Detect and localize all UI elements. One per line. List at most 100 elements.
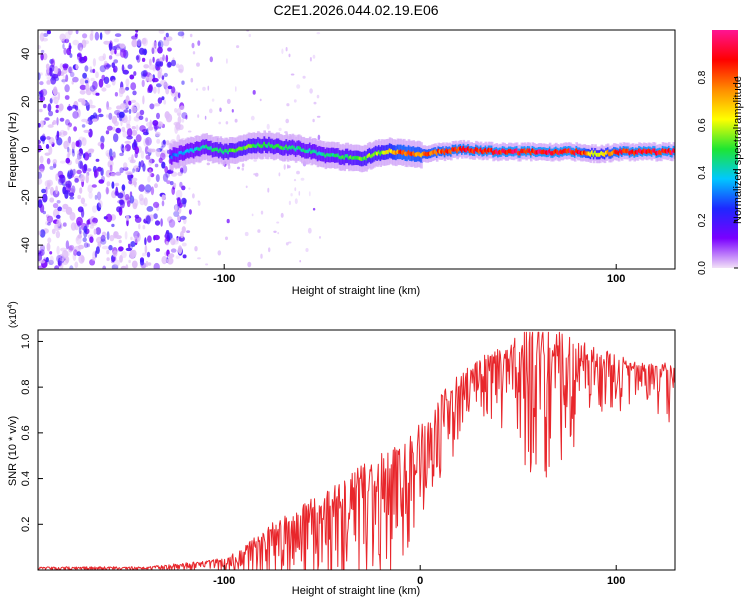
noise-speckle — [181, 242, 187, 247]
noise-speckle — [42, 137, 45, 145]
noise-speckle — [106, 125, 113, 131]
noise-speckle — [112, 151, 116, 158]
noise-speckle — [144, 184, 152, 193]
noise-speckle — [225, 121, 229, 125]
y-tick-label: 0 — [20, 146, 32, 152]
noise-speckle — [127, 64, 133, 70]
noise-speckle — [56, 254, 63, 263]
noise-speckle — [241, 163, 245, 168]
noise-speckle — [145, 136, 152, 146]
figure-title: C2E1.2026.044.02.19.E06 — [273, 2, 438, 18]
noise-speckle — [107, 161, 111, 168]
noise-speckle — [316, 31, 321, 35]
noise-speckle — [126, 218, 129, 227]
noise-speckle — [152, 56, 155, 63]
noise-speckle — [171, 86, 176, 94]
noise-speckle — [124, 193, 130, 201]
noise-speckle — [307, 227, 312, 234]
noise-speckle — [285, 118, 290, 124]
noise-speckle — [273, 230, 277, 233]
noise-speckle — [146, 139, 150, 144]
noise-speckle — [132, 180, 137, 186]
noise-speckle — [181, 185, 186, 191]
noise-speckle — [103, 76, 110, 85]
y-tick-label: 20 — [20, 96, 32, 108]
noise-speckle — [111, 264, 119, 269]
noise-speckle — [83, 101, 90, 106]
snr-panel: -100 0 100 0.2 0.4 0.6 0.8 1.0 Height of strai… — [7, 301, 676, 597]
noise-speckle — [72, 39, 79, 46]
noise-speckle — [67, 30, 73, 35]
noise-speckle — [122, 69, 129, 75]
noise-speckle — [39, 120, 45, 128]
noise-speckle — [74, 178, 79, 183]
noise-speckle — [155, 174, 160, 183]
noise-speckle — [98, 113, 104, 118]
noise-speckle — [43, 103, 47, 109]
noise-speckle — [47, 124, 54, 128]
noise-speckle — [133, 165, 140, 172]
noise-speckle — [119, 255, 123, 263]
noise-speckle — [161, 161, 166, 169]
noise-speckle — [46, 136, 51, 140]
noise-speckle — [51, 73, 59, 79]
noise-speckle — [219, 106, 222, 112]
noise-speckle — [75, 63, 78, 70]
noise-speckle — [147, 175, 151, 183]
noise-speckle — [52, 120, 57, 125]
noise-speckle — [225, 236, 228, 241]
noise-speckle — [39, 249, 45, 256]
noise-speckle — [73, 126, 77, 132]
noise-speckle — [79, 47, 83, 52]
noise-speckle — [178, 124, 184, 131]
noise-speckle — [145, 117, 149, 122]
noise-speckle — [175, 237, 180, 242]
noise-speckle — [89, 85, 96, 92]
noise-speckle — [280, 212, 284, 218]
spectrogram-plot-area — [38, 30, 675, 269]
noise-speckle — [140, 160, 145, 168]
noise-speckle — [45, 186, 48, 196]
noise-speckle — [39, 168, 45, 174]
noise-speckle — [67, 124, 70, 131]
noise-speckle — [128, 259, 131, 264]
noise-speckle — [100, 142, 105, 150]
noise-speckle — [166, 180, 171, 185]
noise-speckle — [176, 63, 180, 68]
noise-speckle — [65, 206, 73, 215]
noise-speckle — [115, 186, 119, 196]
noise-speckle — [277, 232, 280, 235]
noise-speckle — [62, 130, 68, 136]
noise-speckle — [207, 85, 210, 91]
noise-speckle — [148, 157, 153, 167]
noise-speckle — [163, 39, 170, 47]
noise-speckle — [129, 191, 133, 197]
noise-speckle — [67, 66, 74, 74]
noise-speckle — [97, 108, 102, 113]
noise-speckle — [119, 152, 124, 157]
noise-speckle — [83, 163, 88, 172]
noise-speckle — [147, 262, 152, 266]
noise-speckle — [141, 57, 146, 63]
noise-speckle — [106, 181, 111, 187]
noise-speckle — [153, 234, 160, 241]
noise-speckle — [135, 124, 139, 132]
noise-speckle — [95, 158, 100, 162]
noise-speckle — [89, 69, 95, 73]
noise-speckle — [57, 178, 64, 186]
noise-speckle — [141, 73, 147, 79]
noise-speckle — [64, 84, 70, 93]
noise-speckle — [48, 146, 53, 155]
noise-speckle — [125, 264, 129, 269]
noise-speckle — [56, 117, 59, 126]
noise-speckle — [91, 184, 97, 188]
noise-speckle — [114, 182, 120, 187]
noise-speckle — [278, 172, 281, 177]
noise-speckle — [300, 177, 305, 181]
noise-speckle — [83, 55, 88, 62]
noise-speckle — [108, 42, 113, 51]
noise-speckle — [148, 168, 152, 177]
y-tick-label: 0.6 — [20, 425, 32, 440]
noise-speckle — [86, 168, 92, 172]
noise-speckle — [75, 158, 79, 165]
